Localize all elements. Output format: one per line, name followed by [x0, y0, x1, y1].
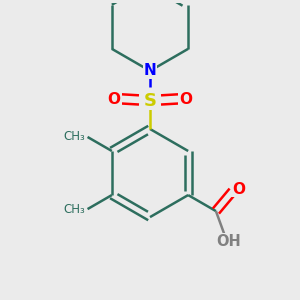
- Text: O: O: [232, 182, 245, 196]
- Text: S: S: [143, 92, 157, 110]
- Text: CH₃: CH₃: [64, 202, 86, 216]
- Text: O: O: [180, 92, 193, 107]
- Text: CH₃: CH₃: [64, 130, 86, 143]
- Text: OH: OH: [217, 234, 241, 249]
- Text: O: O: [107, 92, 120, 107]
- Text: N: N: [144, 63, 156, 78]
